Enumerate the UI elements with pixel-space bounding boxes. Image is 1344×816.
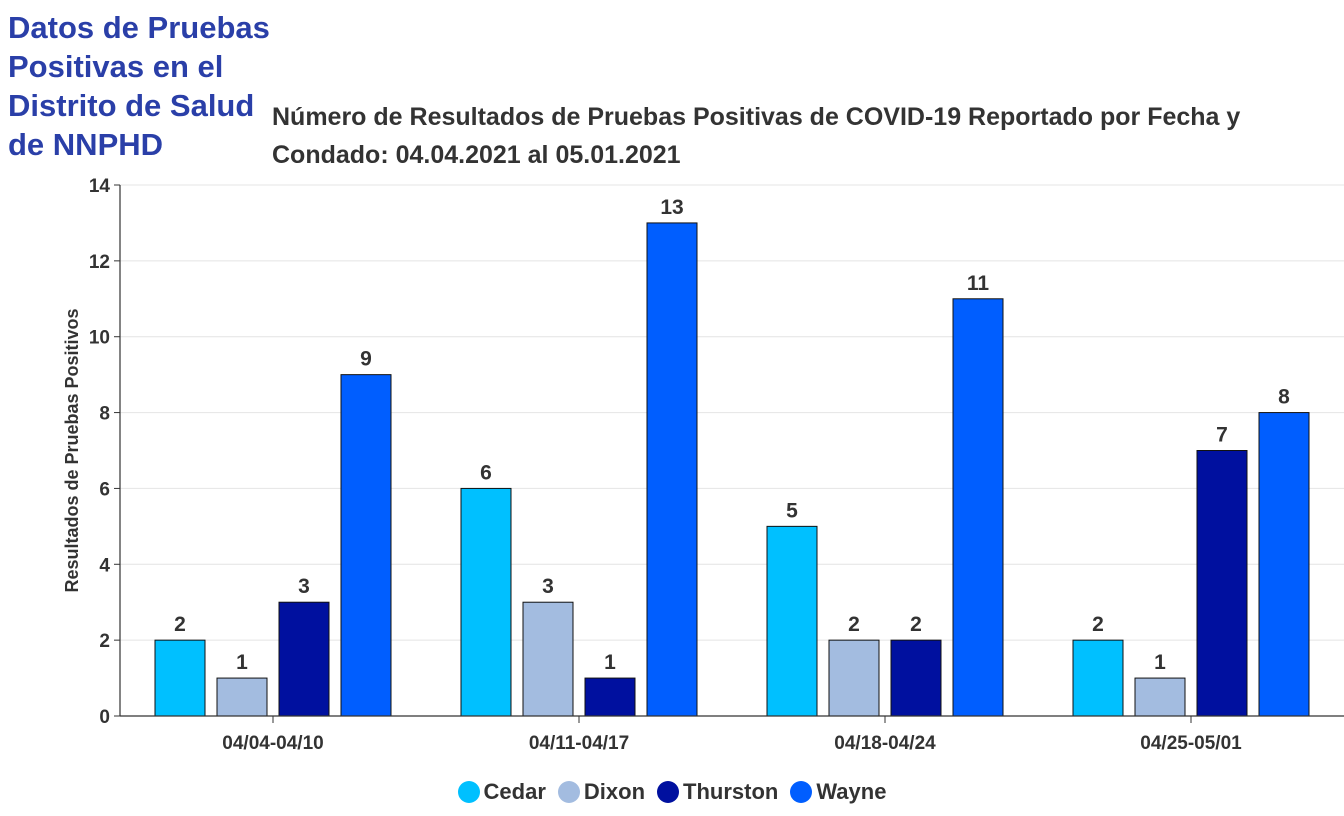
bar — [522, 601, 574, 717]
legend-item[interactable]: Dixon — [557, 779, 646, 805]
legend-swatch — [790, 781, 813, 803]
x-tick-label: 04/25-05/01 — [1140, 733, 1242, 754]
bar — [1134, 677, 1186, 717]
bar — [1072, 639, 1124, 717]
legend-label: Wayne — [816, 779, 887, 804]
page-heading: Datos de Pruebas Positivas en el Distrit… — [8, 10, 270, 162]
chart-legend: Cedar Dixon Thurston Wayne — [0, 774, 1344, 810]
y-axis-label: Resultados de Pruebas Positivos — [62, 308, 82, 592]
x-tick-label: 04/04-04/10 — [222, 733, 323, 754]
bar — [278, 601, 330, 717]
y-tick-label: 4 — [99, 555, 110, 576]
x-axis-ticks: 04/04-04/10 04/11-04/17 04/18-04/24 04/25-0… — [222, 716, 1242, 754]
y-axis-ticks: 0 2 4 6 8 10 12 14 — [89, 176, 120, 728]
data-label: 1 — [236, 651, 248, 674]
data-label: 9 — [360, 348, 372, 371]
bar — [154, 639, 206, 717]
data-label: 1 — [604, 651, 616, 674]
axes — [119, 185, 1344, 717]
legend-item[interactable]: Cedar — [457, 779, 546, 805]
x-tick-label: 04/18-04/24 — [834, 733, 936, 754]
data-label: 2 — [910, 613, 922, 636]
legend-swatch — [457, 781, 480, 803]
data-label: 2 — [848, 613, 860, 636]
data-label: 8 — [1278, 386, 1290, 409]
legend-label: Dixon — [583, 779, 646, 804]
bar — [340, 374, 392, 717]
y-tick-label: 6 — [99, 479, 110, 500]
data-label: 6 — [480, 461, 492, 484]
bar — [952, 298, 1004, 717]
data-label: 13 — [660, 196, 683, 219]
y-tick-label: 14 — [89, 176, 111, 197]
x-tick-label: 04/11-04/17 — [529, 733, 629, 754]
bar — [460, 487, 512, 717]
bar — [1258, 412, 1310, 717]
legend-label: Thurston — [683, 779, 779, 804]
bar — [216, 677, 268, 717]
legend-item[interactable]: Wayne — [790, 779, 886, 805]
y-tick-label: 8 — [99, 404, 110, 425]
legend-label: Cedar — [483, 779, 546, 804]
legend-item[interactable]: Thurston — [657, 779, 778, 805]
chart-title: Número de Resultados de Pruebas Positiva… — [272, 103, 1241, 169]
bars — [154, 222, 1310, 717]
data-label: 3 — [542, 575, 554, 598]
data-label: 5 — [786, 499, 798, 522]
data-label: 7 — [1216, 424, 1228, 447]
y-tick-label: 0 — [99, 707, 110, 728]
y-tick-label: 10 — [89, 328, 110, 349]
data-label: 2 — [174, 613, 186, 636]
gridlines — [120, 184, 1344, 641]
bar — [646, 222, 698, 717]
bar — [584, 677, 636, 717]
bar — [890, 639, 942, 717]
bar — [828, 639, 880, 717]
bar — [766, 525, 818, 717]
data-label: 1 — [1154, 651, 1166, 674]
data-label: 11 — [967, 272, 990, 295]
bar — [1196, 450, 1248, 717]
data-label: 2 — [1092, 613, 1104, 636]
y-tick-label: 2 — [99, 631, 110, 652]
data-label: 3 — [298, 575, 310, 598]
legend-swatch — [557, 781, 580, 803]
y-tick-label: 12 — [89, 252, 110, 273]
legend-swatch — [657, 781, 680, 803]
